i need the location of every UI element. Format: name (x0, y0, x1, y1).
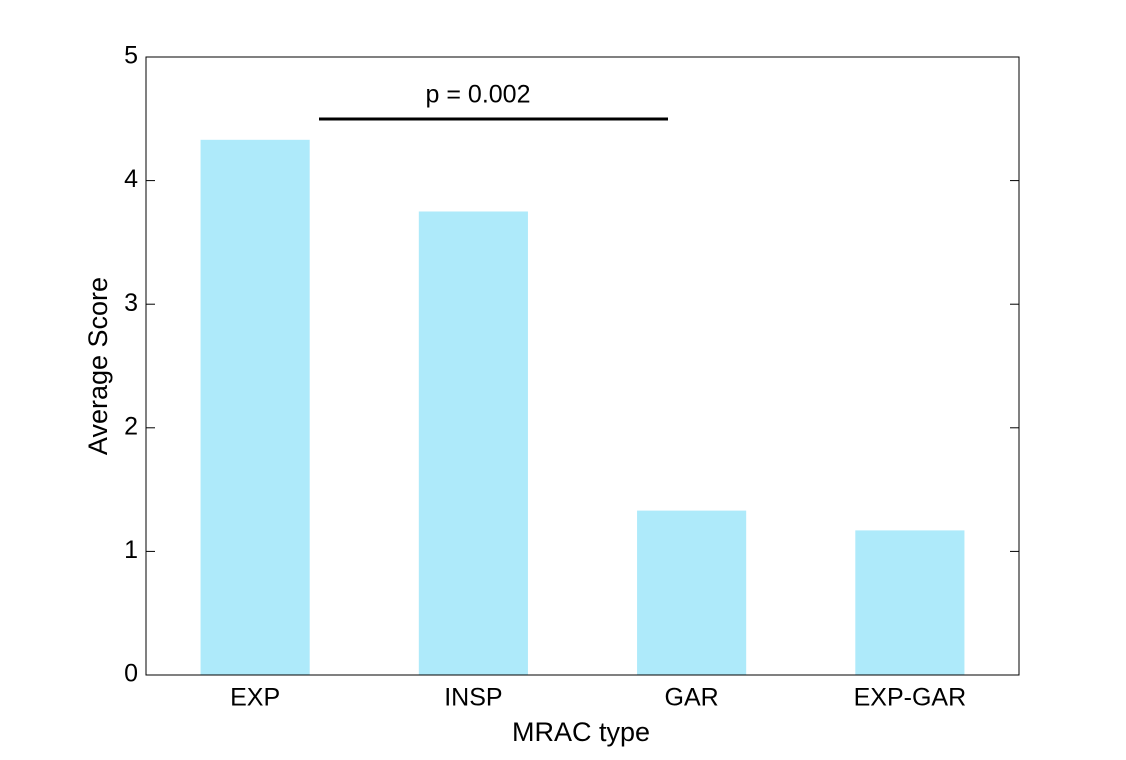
annotation: p = 0.002 (426, 81, 531, 109)
bar (200, 139, 310, 675)
plot-frame (145, 56, 1020, 676)
y-tick-label: 4 (124, 165, 138, 193)
x-tick-label: EXP-GAR (854, 684, 967, 712)
y-tick-label: 0 (124, 660, 138, 688)
y-tick-label: 2 (124, 412, 138, 440)
bar (855, 530, 965, 675)
x-tick-label: INSP (444, 684, 502, 712)
x-tick-label: GAR (665, 684, 719, 712)
y-axis-label: Average Score (83, 277, 113, 455)
y-tick-label: 1 (124, 536, 138, 564)
y-tick-label: 3 (124, 289, 138, 317)
x-tick-label: EXP (230, 684, 280, 712)
x-axis-label: MRAC type (512, 717, 650, 747)
bar (637, 510, 747, 675)
y-tick-label: 5 (124, 42, 138, 70)
bar (418, 211, 528, 675)
marks (200, 139, 965, 675)
